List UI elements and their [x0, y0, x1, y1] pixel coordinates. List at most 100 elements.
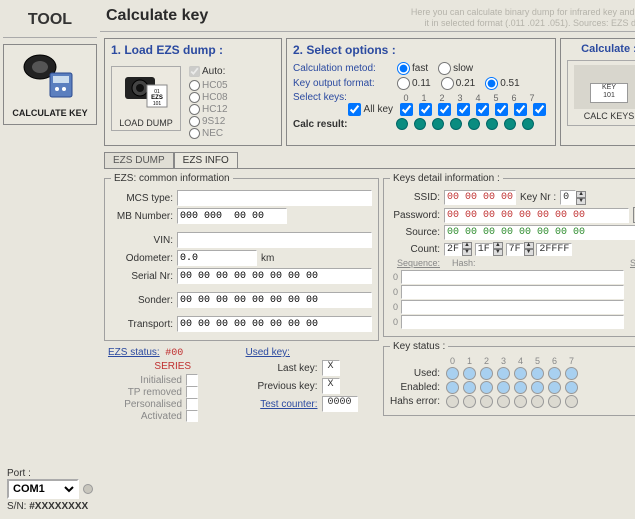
key-1-chk[interactable]	[419, 103, 432, 116]
enabled-led-7	[565, 381, 578, 394]
init-chk	[186, 374, 198, 386]
lastkey-label: Last key:	[246, 363, 322, 374]
camera-ezs-icon: 01 EZS 101	[121, 69, 171, 113]
used-label: Used:	[390, 368, 444, 379]
sonder-input[interactable]	[177, 292, 372, 308]
hahs-led-6	[548, 395, 561, 408]
ezs-common-fieldset: EZS: common information MCS type: MB Num…	[104, 173, 379, 341]
used-key-link[interactable]: Used key:	[246, 347, 290, 358]
selectkeys-label: Select keys:	[293, 92, 393, 103]
key-7-chk[interactable]	[533, 103, 546, 116]
method-label: Calculation metod:	[293, 63, 393, 74]
port-select[interactable]: COM1	[7, 479, 79, 499]
result-led-7	[522, 118, 534, 130]
vin-label: VIN:	[111, 235, 177, 246]
pers-chk	[186, 398, 198, 410]
radio-fast[interactable]: fast	[397, 62, 428, 75]
odo-label: Odometer:	[111, 253, 177, 264]
key-4-chk[interactable]	[476, 103, 489, 116]
tp-chk	[186, 386, 198, 398]
calc-keys-label: CALC KEYS	[572, 111, 635, 121]
used-led-4	[514, 367, 527, 380]
radio-slow[interactable]: slow	[438, 62, 473, 75]
output-label: Key output format:	[293, 78, 393, 89]
key-5-chk[interactable]	[495, 103, 508, 116]
key-status-legend: Key status :	[390, 341, 448, 352]
radio-hc12[interactable]: HC12	[189, 104, 228, 115]
sn-label: S/N:	[7, 501, 26, 512]
allkey-checkbox[interactable]: All key	[293, 103, 393, 116]
gb2-title: 2. Select options :	[293, 43, 549, 60]
vin-input[interactable]	[177, 232, 372, 248]
mcs-label: MCS type:	[111, 193, 177, 204]
enabled-led-1	[463, 381, 476, 394]
mcs-input[interactable]	[177, 190, 372, 206]
load-dump-label: LOAD DUMP	[114, 118, 178, 128]
count-4: 2FFFF	[536, 243, 572, 256]
enabled-led-6	[548, 381, 561, 394]
keynr-label: Key Nr :	[516, 192, 560, 203]
source-value: 00 00 00 00 00 00 00 00	[444, 225, 635, 240]
count-3-spin[interactable]: ▲▼	[524, 242, 534, 256]
ezs-common-legend: EZS: common information	[111, 173, 233, 184]
enabled-led-4	[514, 381, 527, 394]
radio-hc08[interactable]: HC08	[189, 92, 228, 103]
hahs-led-3	[497, 395, 510, 408]
result-led-3	[450, 118, 462, 130]
key-status-fieldset: Key status : 01234567 Used: Enabled: Hah…	[383, 341, 635, 416]
mb-label: MB Number:	[111, 211, 177, 222]
series-label: SERIES	[108, 361, 238, 372]
lastkey-value: X	[322, 360, 340, 376]
radio-9s12[interactable]: 9S12	[189, 116, 228, 127]
key-6-chk[interactable]	[514, 103, 527, 116]
tp-label: TP removed	[108, 387, 186, 398]
count-label: Count:	[390, 244, 444, 255]
result-led-1	[414, 118, 426, 130]
keys-detail-fieldset: Keys detail information : SSID: 00 00 00…	[383, 173, 635, 337]
transport-input[interactable]	[177, 316, 372, 332]
radio-hc05[interactable]: HC05	[189, 80, 228, 91]
tab-ezs-info[interactable]: EZS INFO	[174, 152, 238, 168]
sonder-label: Sonder:	[111, 295, 177, 306]
keynr-spinner[interactable]: ▲▼	[576, 191, 586, 205]
enabled-label: Enabled:	[390, 382, 444, 393]
calculate-key-tool[interactable]: CALCULATE KEY	[3, 44, 97, 125]
key-3-chk[interactable]	[457, 103, 470, 116]
gb1-title: 1. Load EZS dump :	[111, 43, 223, 60]
hash-1	[401, 285, 624, 299]
calc-keys-button[interactable]: KEY 101 CALC KEYS	[567, 60, 635, 126]
page-title: Calculate key	[106, 7, 208, 29]
used-led-6	[548, 367, 561, 380]
port-label: Port :	[7, 468, 93, 479]
svg-text:101: 101	[153, 101, 162, 107]
prevkey-label: Previous key:	[246, 381, 322, 392]
hahs-led-4	[514, 395, 527, 408]
radio-021[interactable]: 0.21	[441, 77, 475, 90]
radio-011[interactable]: 0.11	[397, 77, 431, 90]
source-label: Source:	[390, 227, 444, 238]
result-led-4	[468, 118, 480, 130]
load-ezs-dump-group: 1. Load EZS dump : 01 EZS 101 LOAD DUMP	[104, 38, 282, 146]
result-led-5	[486, 118, 498, 130]
testcounter-link[interactable]: Test counter:	[246, 399, 322, 410]
odo-input[interactable]	[177, 250, 257, 266]
key-2-chk[interactable]	[438, 103, 451, 116]
hahs-led-0	[446, 395, 459, 408]
radio-nec[interactable]: NEC	[189, 128, 228, 139]
hash-2	[401, 300, 624, 314]
auto-checkbox[interactable]: Auto:	[189, 66, 228, 77]
hahs-led-7	[565, 395, 578, 408]
hahs-led-2	[480, 395, 493, 408]
used-led-5	[531, 367, 544, 380]
count-2-spin[interactable]: ▲▼	[493, 242, 503, 256]
key-0-chk[interactable]	[400, 103, 413, 116]
count-1-spin[interactable]: ▲▼	[462, 242, 472, 256]
pwd-value: 00 00 00 00 00 00 00 00	[444, 208, 629, 223]
tab-ezs-dump[interactable]: EZS DUMP	[104, 152, 174, 168]
serial-input[interactable]	[177, 268, 372, 284]
act-label: Activated	[108, 411, 186, 422]
mb-input[interactable]	[177, 208, 287, 224]
ezs-status-link[interactable]: EZS status:	[108, 347, 160, 358]
radio-051[interactable]: 0.51	[485, 77, 519, 90]
load-dump-button[interactable]: 01 EZS 101 LOAD DUMP	[111, 66, 181, 131]
